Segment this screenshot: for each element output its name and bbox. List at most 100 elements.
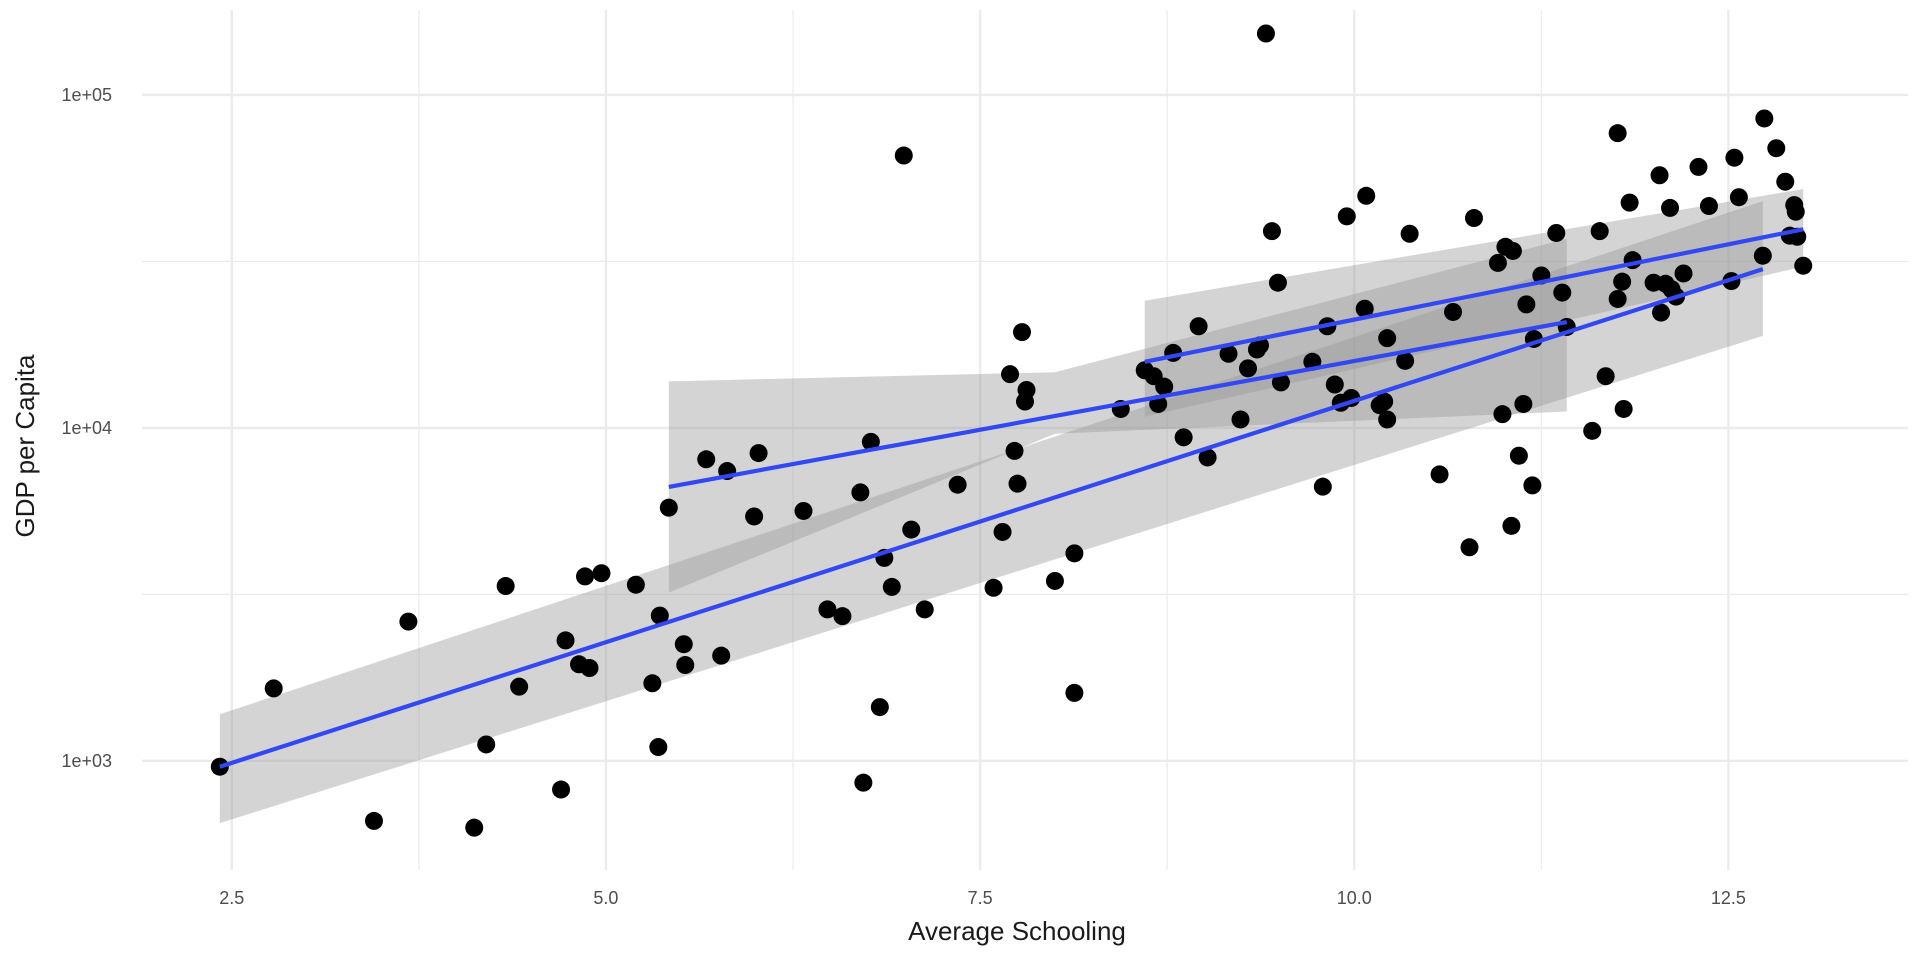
data-point xyxy=(1378,410,1397,429)
data-point xyxy=(854,773,873,792)
data-point xyxy=(1514,394,1533,413)
data-point xyxy=(510,677,529,696)
data-point xyxy=(1725,148,1744,167)
data-point xyxy=(1650,166,1669,185)
data-point xyxy=(984,578,1003,597)
data-point xyxy=(745,507,764,526)
data-point xyxy=(1378,329,1397,348)
data-point xyxy=(364,811,383,830)
data-point xyxy=(575,567,594,586)
confidence-bands xyxy=(219,188,1804,824)
data-point xyxy=(626,575,645,594)
data-point xyxy=(580,659,599,678)
data-point xyxy=(1596,367,1615,386)
data-point xyxy=(1464,209,1483,228)
data-point xyxy=(1337,207,1356,226)
y-axis-title: GDP per Capita xyxy=(10,354,40,538)
x-axis-title: Average Schooling xyxy=(908,916,1126,946)
data-point xyxy=(650,606,669,625)
data-point xyxy=(1355,299,1374,318)
data-point xyxy=(674,635,693,654)
data-point xyxy=(1753,246,1772,265)
fit-lines xyxy=(219,227,1804,769)
data-point xyxy=(1174,428,1193,447)
data-point xyxy=(894,146,913,165)
data-point xyxy=(1357,186,1376,205)
data-point xyxy=(882,577,901,596)
data-point xyxy=(948,475,967,494)
data-point xyxy=(794,501,813,520)
data-point xyxy=(1652,303,1671,322)
data-point xyxy=(1238,359,1257,378)
data-point xyxy=(915,600,934,619)
data-point xyxy=(1547,223,1566,242)
data-point xyxy=(818,600,837,619)
data-point xyxy=(1553,283,1572,302)
data-point xyxy=(1755,109,1774,128)
data-point xyxy=(496,577,515,596)
data-point xyxy=(1268,273,1287,292)
data-point xyxy=(1017,380,1036,399)
data-point xyxy=(592,564,611,583)
x-tick-label: 5.0 xyxy=(593,888,618,908)
data-point xyxy=(1620,193,1639,212)
data-point xyxy=(851,483,870,502)
data-point xyxy=(1444,302,1463,321)
data-point xyxy=(1509,446,1528,465)
data-point xyxy=(1613,272,1632,291)
x-tick-label: 10.0 xyxy=(1337,888,1372,908)
data-point xyxy=(1400,224,1419,243)
data-point xyxy=(1045,571,1064,590)
data-point xyxy=(477,735,496,754)
data-point xyxy=(1699,197,1718,216)
y-tick-label: 1e+03 xyxy=(61,751,112,771)
data-point xyxy=(1608,124,1627,143)
x-tick-label: 12.5 xyxy=(1711,888,1746,908)
data-point xyxy=(749,444,768,463)
data-point xyxy=(1313,477,1332,496)
data-point xyxy=(649,738,668,757)
data-point xyxy=(1008,474,1027,493)
data-point xyxy=(1729,188,1748,207)
data-point xyxy=(833,607,852,626)
x-axis-ticks: 2.5 5.0 7.5 10.0 12.5 xyxy=(219,888,1746,908)
data-point xyxy=(1396,351,1415,370)
data-point xyxy=(1590,222,1609,241)
fit-line xyxy=(219,267,1764,769)
data-point xyxy=(1325,375,1344,394)
data-point xyxy=(1608,289,1627,308)
data-point xyxy=(1001,365,1020,384)
data-point xyxy=(1430,465,1449,484)
data-point xyxy=(1189,317,1208,336)
data-point xyxy=(1502,516,1521,535)
minor-gridlines xyxy=(142,10,1908,870)
data-point xyxy=(1219,344,1238,363)
data-point xyxy=(1614,399,1633,418)
data-point xyxy=(1689,157,1708,176)
data-point xyxy=(1776,172,1795,191)
data-point xyxy=(1375,392,1394,411)
data-point xyxy=(399,612,418,631)
y-tick-label: 1e+04 xyxy=(61,418,112,438)
data-point xyxy=(1767,139,1786,158)
data-point xyxy=(264,679,283,698)
data-point xyxy=(1460,538,1479,557)
data-point xyxy=(643,674,662,693)
data-point xyxy=(659,498,678,517)
fit-line xyxy=(1144,227,1804,364)
data-point xyxy=(552,780,571,799)
data-point xyxy=(1794,256,1813,275)
data-point xyxy=(1155,377,1174,396)
data-point xyxy=(1786,202,1805,221)
data-point xyxy=(1661,198,1680,217)
x-tick-label: 7.5 xyxy=(968,888,993,908)
fit-line xyxy=(668,319,1568,489)
data-point xyxy=(556,631,575,650)
data-point xyxy=(1674,264,1693,283)
data-point xyxy=(1503,241,1522,260)
data-point xyxy=(902,520,921,539)
data-point xyxy=(697,450,716,469)
data-point xyxy=(1493,405,1512,424)
data-point xyxy=(870,698,889,717)
